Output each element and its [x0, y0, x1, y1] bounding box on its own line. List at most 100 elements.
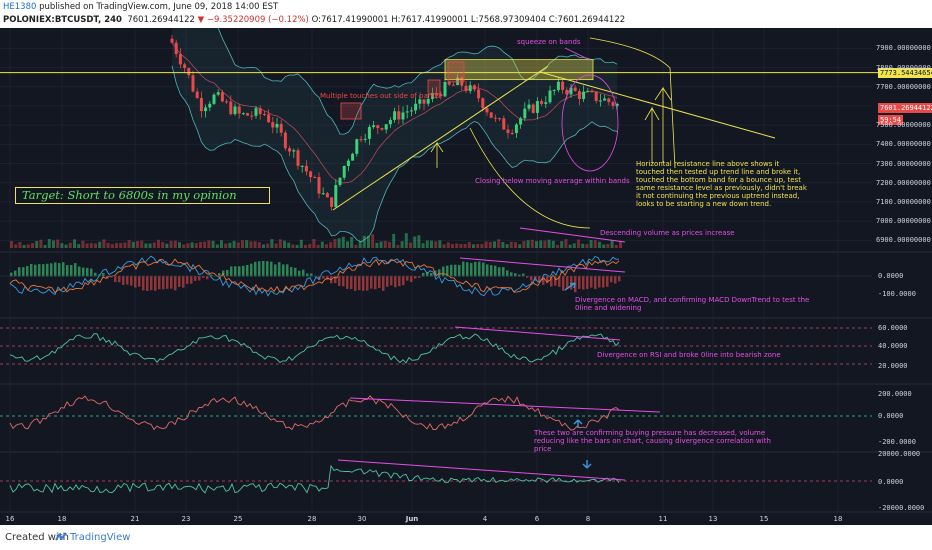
candle [615, 103, 619, 106]
volume-bar [396, 244, 400, 248]
macd-histogram [186, 276, 189, 284]
macd-histogram [610, 276, 613, 283]
y-tick-label: 0.0000 [878, 272, 904, 280]
macd-histogram [230, 266, 233, 277]
candle [418, 99, 422, 104]
macd-histogram [54, 262, 57, 277]
macd-histogram [102, 272, 105, 277]
candle [414, 103, 418, 111]
volume-bar [241, 240, 244, 248]
volume-bar [194, 243, 198, 248]
candle [212, 94, 216, 104]
macd-histogram [242, 265, 245, 277]
volume-bar [316, 244, 320, 248]
macd-histogram [346, 276, 349, 289]
macd-histogram [338, 276, 341, 286]
annotation-line: price [534, 445, 552, 453]
volume-bar [501, 241, 505, 248]
y-tick-label: 20000.0000 [878, 450, 921, 458]
volume-bar [350, 237, 354, 248]
chart-area[interactable]: Target: Short to 6800s in my opinion squ… [0, 28, 932, 525]
volume-bar [89, 243, 93, 248]
annotation-line: Divergence on MACD, and confirming MACD … [575, 296, 810, 304]
macd-histogram [466, 262, 469, 277]
macd-histogram [250, 263, 253, 277]
candle [523, 108, 527, 119]
volume-bar [577, 239, 580, 248]
volume-bar [115, 243, 118, 248]
volume-bar [484, 241, 488, 248]
macd-histogram [158, 276, 161, 290]
candle [393, 111, 397, 120]
volume-bar [383, 240, 387, 248]
macd-histogram [266, 261, 269, 277]
candle [225, 101, 229, 103]
macd-histogram [62, 262, 65, 277]
touch-box [427, 79, 441, 95]
volume-bar [547, 239, 551, 248]
macd-histogram [114, 276, 117, 283]
y-tick-label: 60.0000 [878, 324, 908, 332]
macd-histogram [162, 276, 165, 290]
candle [582, 91, 586, 100]
volume-bar [26, 244, 30, 248]
x-tick-label: 25 [233, 515, 243, 523]
tradingview-brand[interactable]: TradingView [70, 532, 131, 543]
symbol-label[interactable]: POLONIEX:BTCUSDT, 240 [3, 15, 122, 25]
y-tick-label: 7800.00000000 [876, 63, 931, 72]
macd-histogram [386, 276, 389, 287]
volume-bar [522, 241, 526, 248]
candle [237, 106, 241, 114]
volume-bar [438, 240, 442, 248]
volume-bar [161, 242, 165, 248]
volume-bar [518, 244, 522, 248]
candle [183, 64, 187, 68]
volume-bar [182, 244, 186, 248]
macd-histogram [446, 265, 449, 277]
macd-histogram [174, 276, 177, 291]
x-tick-label: 23 [181, 515, 191, 523]
macd-histogram [618, 276, 621, 282]
candle [384, 124, 388, 130]
annotation-line: looks to be starting a new down trend. [636, 200, 772, 208]
volume-bar [493, 241, 496, 248]
volume-bar [354, 244, 358, 248]
candle [577, 91, 581, 100]
candle [502, 118, 506, 130]
candle [430, 93, 434, 99]
candle [246, 113, 250, 116]
chart-svg[interactable] [0, 28, 932, 525]
candle [380, 128, 384, 130]
volume-divergence-line [519, 227, 626, 243]
candle [468, 85, 472, 92]
volume-bar [287, 242, 291, 248]
volume-bar [52, 240, 55, 248]
chart-header: HE1380 published on TradingView.com, Jun… [0, 0, 932, 28]
moving-average [171, 42, 618, 184]
annotation-line: 0line and widening [575, 304, 642, 312]
macd-annotation: Divergence on MACD, and confirming MACD … [575, 296, 809, 312]
candle [174, 42, 178, 55]
vol-osc-divergence-line [337, 459, 626, 481]
y-tick-label: 0.0000 [878, 478, 904, 486]
volume-bar [249, 241, 253, 248]
candle [342, 165, 346, 178]
macd-histogram [522, 273, 525, 277]
macd-histogram [382, 276, 385, 291]
candle [376, 125, 380, 129]
y-tick-label: -100.0000 [878, 290, 916, 298]
macd-histogram [402, 276, 405, 286]
volume-bar [14, 244, 18, 248]
volume-bar [463, 243, 467, 248]
candle [498, 118, 502, 120]
macd-histogram [390, 276, 393, 286]
candle [552, 90, 556, 92]
last-price: 7601.26944122 [127, 15, 195, 25]
volume-bar [430, 240, 433, 248]
author-link[interactable]: HE1380 [3, 2, 37, 12]
x-tick-label: 13 [708, 515, 718, 523]
candle [556, 81, 560, 91]
volume-bar [119, 243, 123, 248]
macd-histogram [498, 267, 501, 277]
macd-histogram [502, 267, 505, 277]
